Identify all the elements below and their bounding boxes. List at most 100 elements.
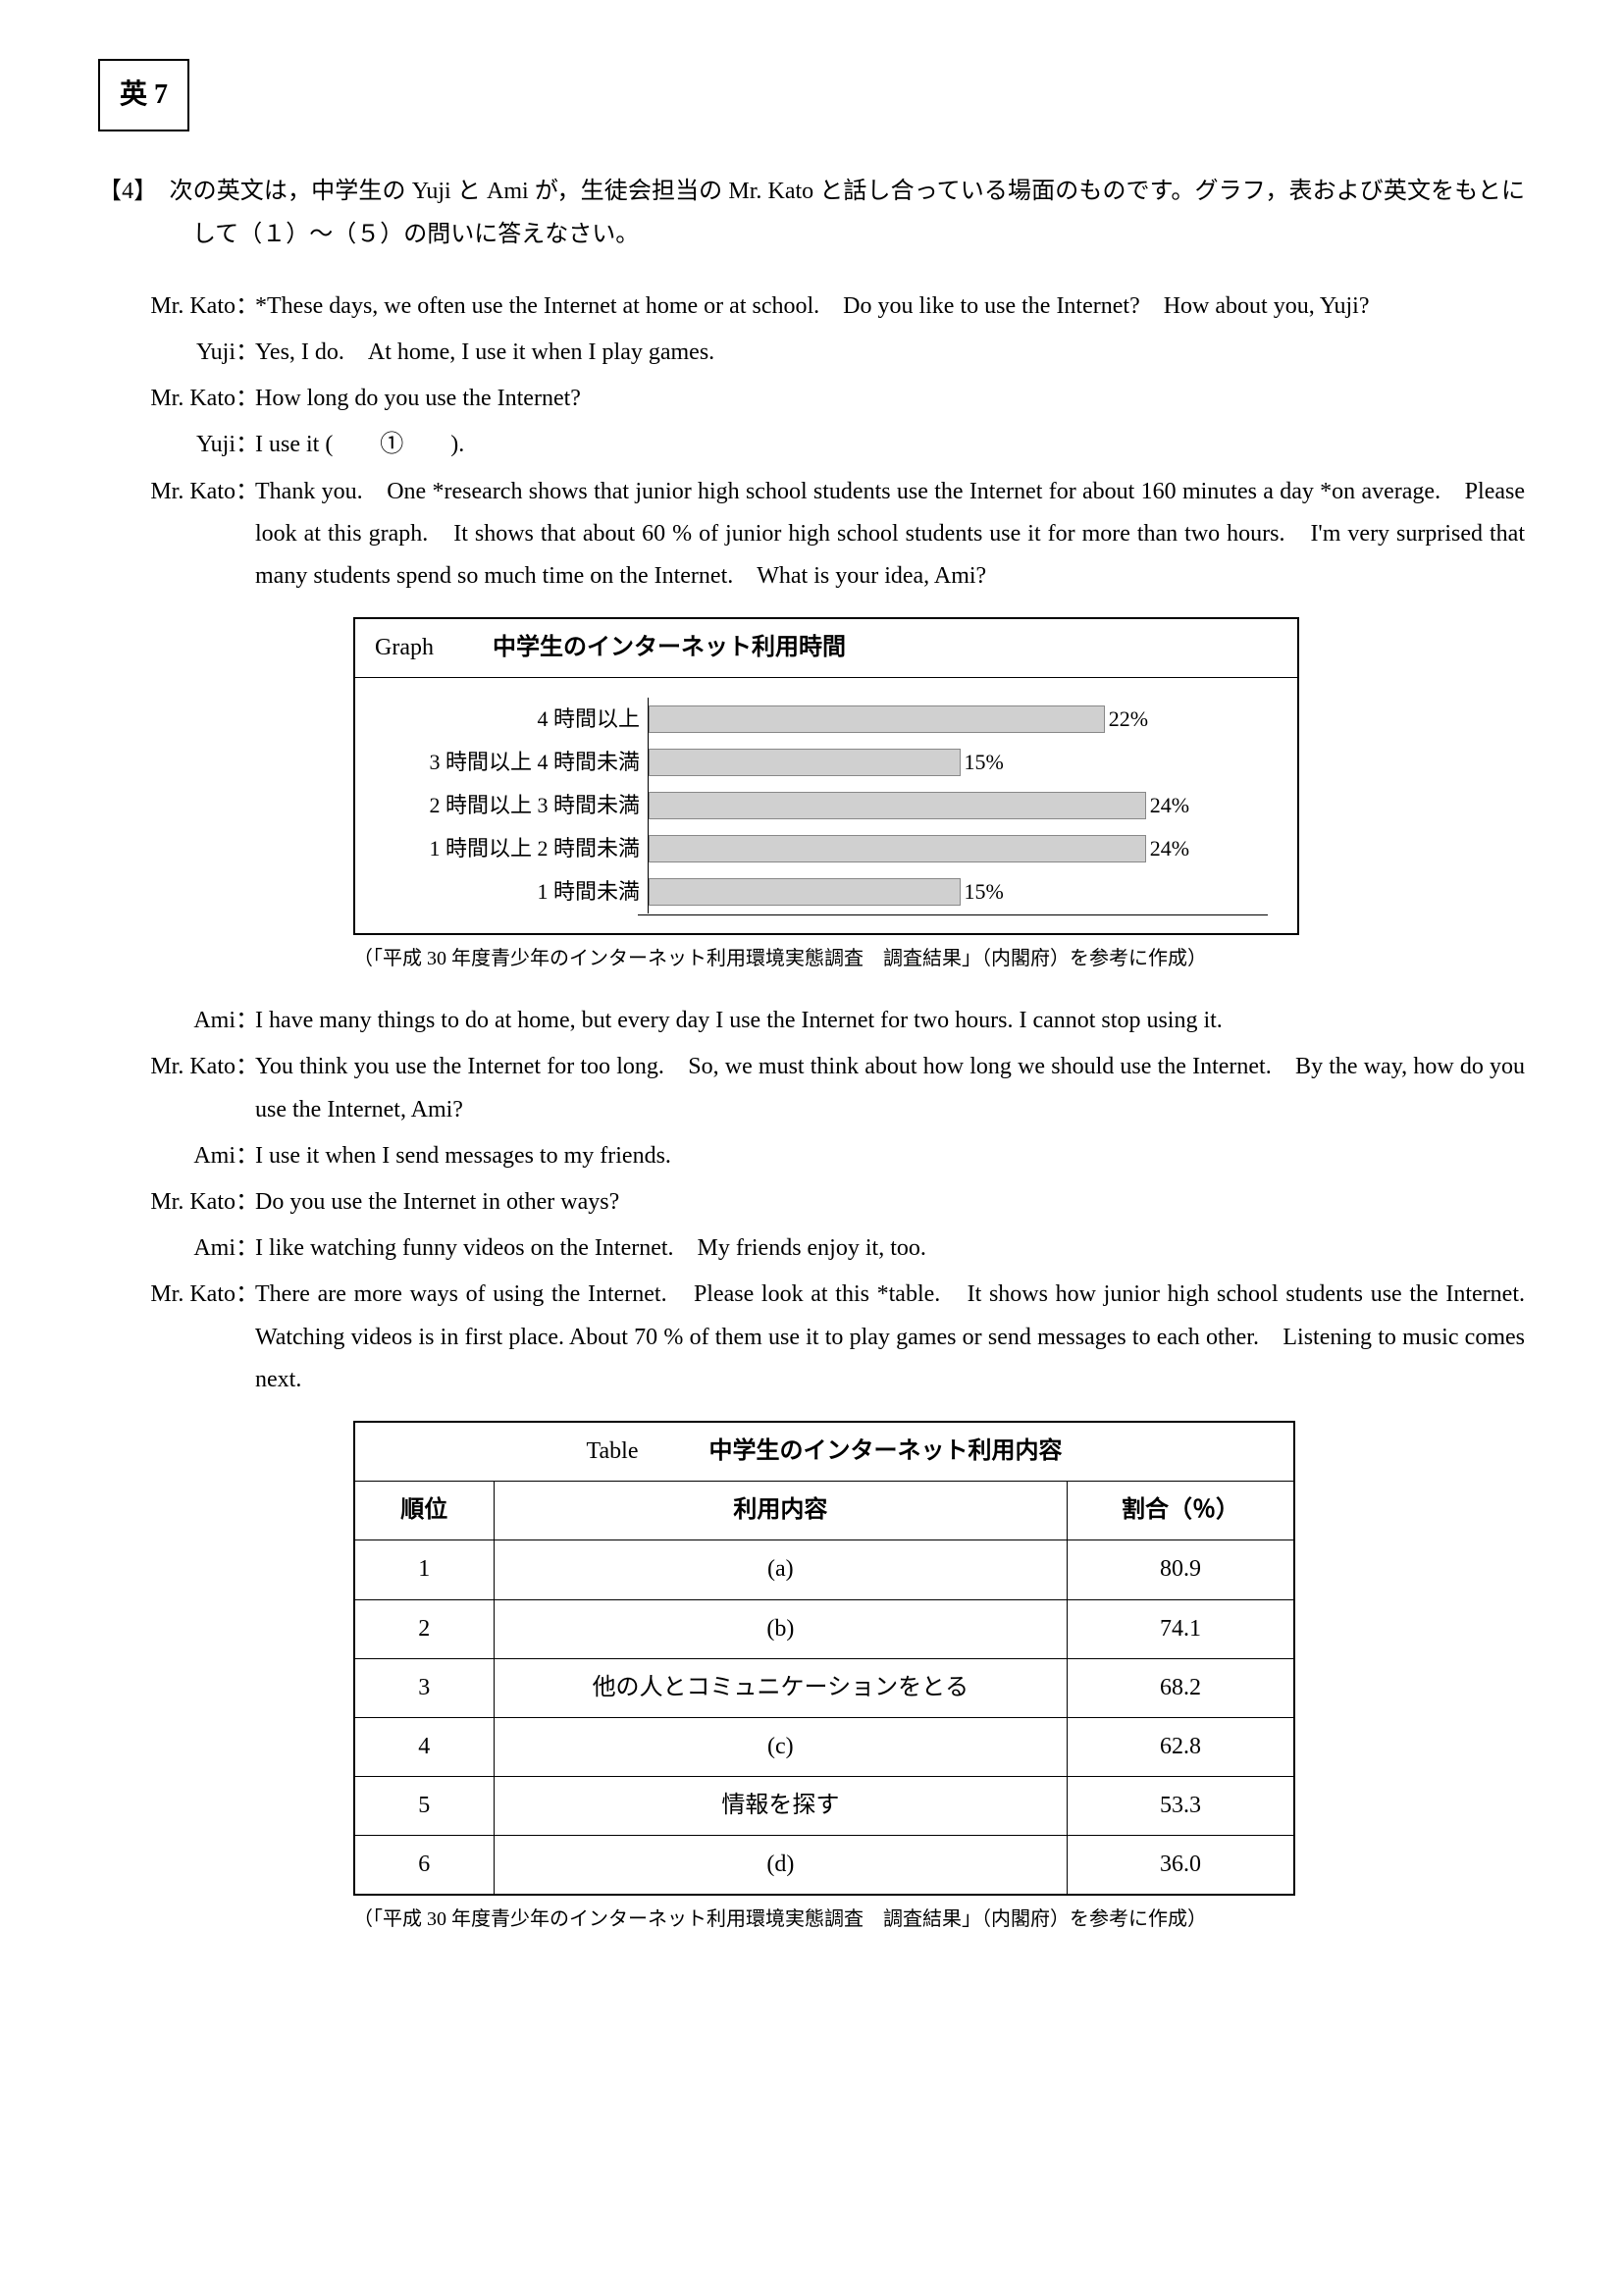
bar-label: 4 時間以上 [365, 700, 648, 739]
bar-label: 2 時間以上 3 時間未満 [365, 786, 648, 825]
bar-value: 15% [959, 743, 1004, 782]
speaker-name: Ami [98, 1000, 236, 1042]
bar-row: 2 時間以上 3 時間未満 24% [365, 784, 1268, 827]
bar-track: 22% [648, 698, 1268, 741]
bar-track: 24% [648, 827, 1268, 870]
bar-fill [649, 705, 1105, 733]
speech-text: I like watching funny videos on the Inte… [255, 1227, 1525, 1270]
speech-text: I use it ( ① ). [255, 424, 1525, 466]
graph-body: 4 時間以上 22% 3 時間以上 4 時間未満 15% 2 時間以上 3 時間未満 24… [355, 678, 1297, 933]
colon: ： [236, 1227, 255, 1270]
table-cell: 68.2 [1068, 1658, 1294, 1717]
table-row: 1(a)80.9 [354, 1540, 1294, 1599]
table-cell: 5 [354, 1777, 494, 1836]
col-header-content: 利用内容 [494, 1482, 1067, 1540]
table-container: Table 中学生のインターネット利用内容 順位 利用内容 割合（％） 1(a)… [353, 1421, 1295, 1897]
table-cell: 80.9 [1068, 1540, 1294, 1599]
table-cell: 3 [354, 1658, 494, 1717]
bar-label: 3 時間以上 4 時間未満 [365, 743, 648, 782]
table-cell: (d) [494, 1836, 1067, 1896]
colon: ： [236, 286, 255, 328]
speech-text: How long do you use the Internet? [255, 378, 1525, 420]
bar-row: 3 時間以上 4 時間未満 15% [365, 741, 1268, 784]
colon: ： [236, 1135, 255, 1177]
table-cell: 62.8 [1068, 1717, 1294, 1776]
dialog-line: Mr. Kato：How long do you use the Interne… [98, 378, 1525, 420]
graph-header: Graph 中学生のインターネット利用時間 [355, 619, 1297, 678]
table-cell: 74.1 [1068, 1599, 1294, 1658]
table-cell: 1 [354, 1540, 494, 1599]
speaker-name: Ami [98, 1135, 236, 1177]
table-cell: (b) [494, 1599, 1067, 1658]
bar-value: 24% [1144, 786, 1189, 825]
table-title: 中学生のインターネット利用内容 [708, 1438, 1062, 1464]
data-table: Table 中学生のインターネット利用内容 順位 利用内容 割合（％） 1(a)… [353, 1421, 1295, 1897]
dialog-line: Yuji：Yes, I do. At home, I use it when I… [98, 332, 1525, 374]
speaker-name: Mr. Kato [98, 286, 236, 328]
speaker-name: Yuji [98, 424, 236, 466]
table-cell: (c) [494, 1717, 1067, 1776]
bar-fill [649, 749, 961, 776]
speaker-name: Mr. Kato [98, 1181, 236, 1224]
page-label: 英 7 [98, 59, 189, 131]
dialog-line: Yuji：I use it ( ① ). [98, 424, 1525, 466]
speech-text: *These days, we often use the Internet a… [255, 286, 1525, 328]
col-header-rank: 順位 [354, 1482, 494, 1540]
table-cell: 4 [354, 1717, 494, 1776]
speaker-name: Ami [98, 1227, 236, 1270]
table-cell: 6 [354, 1836, 494, 1896]
speech-text: There are more ways of using the Interne… [255, 1274, 1525, 1401]
speech-text: I have many things to do at home, but ev… [255, 1000, 1525, 1042]
dialog-line: Mr. Kato：Thank you. One *research shows … [98, 471, 1525, 599]
speaker-name: Mr. Kato [98, 1274, 236, 1316]
speech-text: Yes, I do. At home, I use it when I play… [255, 332, 1525, 374]
speaker-name: Mr. Kato [98, 378, 236, 420]
bar-row: 1 時間以上 2 時間未満24% [365, 827, 1268, 870]
question-intro: 【4】 次の英文は，中学生の Yuji と Ami が，生徒会担当の Mr. K… [98, 171, 1525, 255]
table-header-row: 順位 利用内容 割合（％） [354, 1482, 1294, 1540]
intro-text: 次の英文は，中学生の Yuji と Ami が，生徒会担当の Mr. Kato … [169, 179, 1525, 246]
dialog-section-1: Mr. Kato：*These days, we often use the I… [98, 286, 1525, 598]
question-number: 【4】 [98, 179, 145, 204]
colon: ： [236, 1274, 255, 1316]
bar-value: 24% [1144, 829, 1189, 868]
table-cell: 36.0 [1068, 1836, 1294, 1896]
dialog-line: Mr. Kato：Do you use the Internet in othe… [98, 1181, 1525, 1224]
bar-value: 22% [1103, 700, 1148, 739]
bar-fill [649, 835, 1146, 862]
table-row: 5情報を探す53.3 [354, 1777, 1294, 1836]
bar-row: 4 時間以上 22% [365, 698, 1268, 741]
axis-baseline [638, 914, 1268, 915]
colon: ： [236, 378, 255, 420]
colon: ： [236, 1181, 255, 1224]
colon: ： [236, 471, 255, 513]
dialog-line: Mr. Kato：*These days, we often use the I… [98, 286, 1525, 328]
dialog-line: Ami：I like watching funny videos on the … [98, 1227, 1525, 1270]
speech-text: Thank you. One *research shows that juni… [255, 471, 1525, 599]
bar-row: 1 時間未満 15% [365, 870, 1268, 913]
bar-fill [649, 792, 1146, 819]
table-cell: 他の人とコミュニケーションをとる [494, 1658, 1067, 1717]
col-header-pct: 割合（％） [1068, 1482, 1294, 1540]
table-cell: 情報を探す [494, 1777, 1067, 1836]
table-cell: 53.3 [1068, 1777, 1294, 1836]
bar-value: 15% [959, 872, 1004, 912]
bar-label: 1 時間未満 [365, 872, 648, 912]
dialog-line: Mr. Kato：There are more ways of using th… [98, 1274, 1525, 1401]
colon: ： [236, 1046, 255, 1088]
graph-container: Graph 中学生のインターネット利用時間 4 時間以上22%3 時間以上 4 … [353, 617, 1299, 935]
dialog-line: Mr. Kato：You think you use the Internet … [98, 1046, 1525, 1130]
table-caption: （「平成 30 年度青少年のインターネット利用環境実態調査 調査結果」（内閣府）… [353, 1902, 1525, 1937]
speaker-name: Mr. Kato [98, 471, 236, 513]
table-cell: (a) [494, 1540, 1067, 1599]
colon: ： [236, 424, 255, 466]
table-row: 4(c)62.8 [354, 1717, 1294, 1776]
speaker-name: Mr. Kato [98, 1046, 236, 1088]
dialog-section-2: Ami：I have many things to do at home, bu… [98, 1000, 1525, 1401]
dialog-line: Ami：I have many things to do at home, bu… [98, 1000, 1525, 1042]
colon: ： [236, 1000, 255, 1042]
table-cell: 2 [354, 1599, 494, 1658]
speech-text: Do you use the Internet in other ways? [255, 1181, 1525, 1224]
bar-fill [649, 878, 961, 906]
bar-track: 15% [648, 741, 1268, 784]
